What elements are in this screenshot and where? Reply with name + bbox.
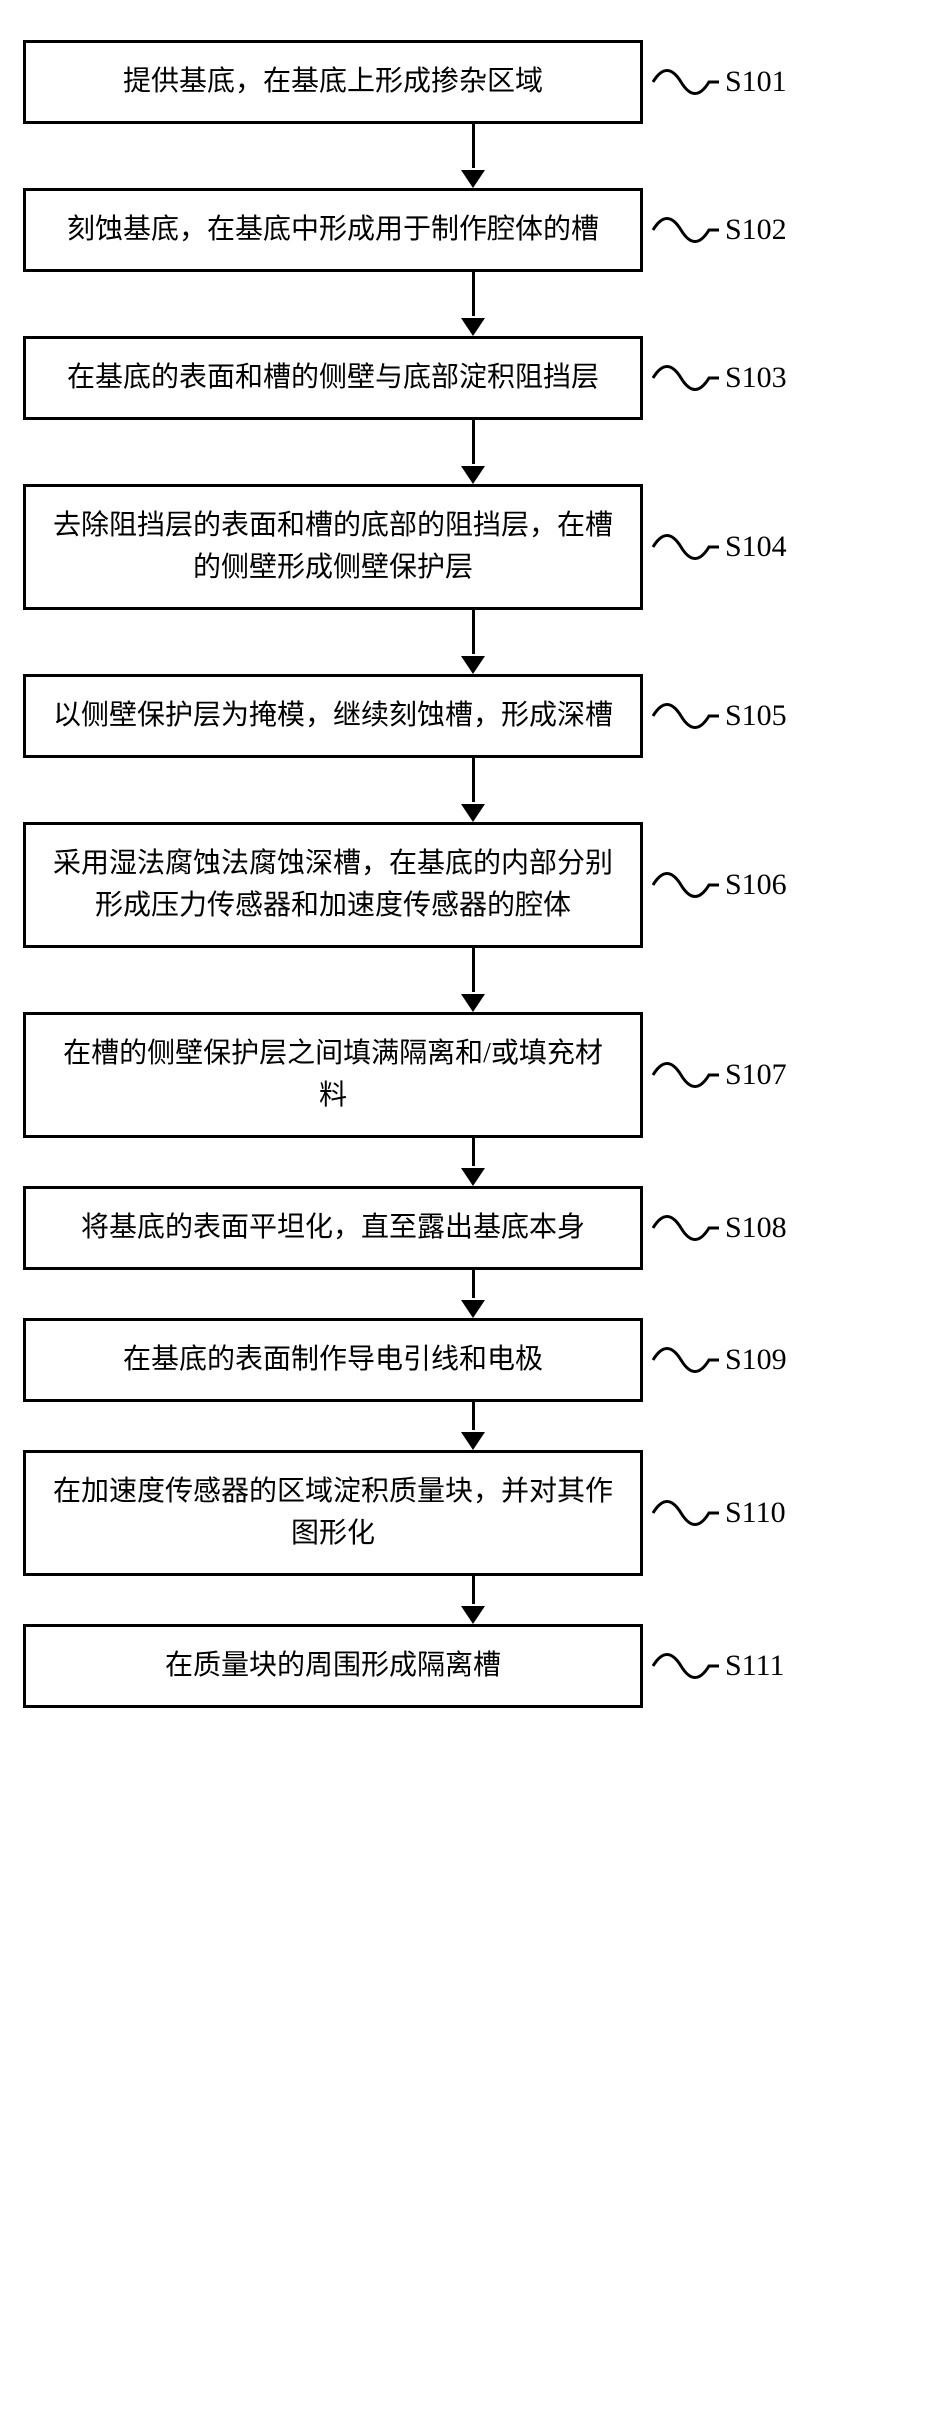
step-label-wrap: S106 [651,860,787,910]
connector-line [472,1402,475,1430]
arrow-down-icon [459,1604,487,1624]
flowchart-connector [163,610,783,674]
arrow-down-icon [459,464,487,484]
flowchart-connector [163,758,783,822]
step-label: S107 [725,1058,787,1092]
step-label-wrap: S104 [651,522,787,572]
flowchart-step-box: 在质量块的周围形成隔离槽 [23,1624,643,1708]
flowchart-connector [163,1402,783,1450]
arrow-down-icon [459,1298,487,1318]
step-label: S103 [725,361,787,395]
squiggle-connector-icon [651,205,721,255]
connector-line [472,1576,475,1604]
step-label-wrap: S110 [651,1488,786,1538]
flowchart-step-row: 在基底的表面制作导电引线和电极 S109 [23,1318,923,1402]
connector-line [472,124,475,168]
step-label: S110 [725,1496,786,1530]
arrow-down-icon [459,1166,487,1186]
flowchart-connector [163,420,783,484]
flowchart-step-box: 在加速度传感器的区域淀积质量块，并对其作图形化 [23,1450,643,1576]
squiggle-connector-icon [651,353,721,403]
flowchart-step-box: 在基底的表面和槽的侧壁与底部淀积阻挡层 [23,336,643,420]
connector-line [472,610,475,654]
step-label: S104 [725,530,787,564]
step-label-wrap: S108 [651,1203,787,1253]
step-label: S102 [725,213,787,247]
squiggle-connector-icon [651,1488,721,1538]
step-label: S101 [725,65,787,99]
flowchart-step-row: 提供基底，在基底上形成掺杂区域 S101 [23,40,923,124]
flowchart-step-box: 刻蚀基底，在基底中形成用于制作腔体的槽 [23,188,643,272]
flowchart-step-box: 采用湿法腐蚀法腐蚀深槽，在基底的内部分别形成压力传感器和加速度传感器的腔体 [23,822,643,948]
flowchart-step-box: 将基底的表面平坦化，直至露出基底本身 [23,1186,643,1270]
connector-line [472,272,475,316]
step-label-wrap: S107 [651,1050,787,1100]
step-label: S109 [725,1343,787,1377]
flowchart-step-box: 在基底的表面制作导电引线和电极 [23,1318,643,1402]
step-label: S105 [725,699,787,733]
flowchart-connector [163,948,783,1012]
flowchart-step-row: 在质量块的周围形成隔离槽 S111 [23,1624,923,1708]
arrow-down-icon [459,992,487,1012]
arrow-down-icon [459,654,487,674]
squiggle-connector-icon [651,1641,721,1691]
step-label: S108 [725,1211,787,1245]
flowchart-step-box: 以侧壁保护层为掩模，继续刻蚀槽，形成深槽 [23,674,643,758]
connector-line [472,1138,475,1166]
flowchart-step-row: 去除阻挡层的表面和槽的底部的阻挡层，在槽的侧壁形成侧壁保护层 S104 [23,484,923,610]
flowchart-connector [163,124,783,188]
arrow-down-icon [459,316,487,336]
step-label-wrap: S103 [651,353,787,403]
step-label: S106 [725,868,787,902]
flowchart-connector [163,1576,783,1624]
squiggle-connector-icon [651,57,721,107]
connector-line [472,758,475,802]
flowchart-step-box: 提供基底，在基底上形成掺杂区域 [23,40,643,124]
flowchart-step-box: 去除阻挡层的表面和槽的底部的阻挡层，在槽的侧壁形成侧壁保护层 [23,484,643,610]
squiggle-connector-icon [651,1335,721,1385]
connector-line [472,1270,475,1298]
flowchart-step-row: 刻蚀基底，在基底中形成用于制作腔体的槽 S102 [23,188,923,272]
step-label-wrap: S111 [651,1641,784,1691]
arrow-down-icon [459,802,487,822]
step-label-wrap: S109 [651,1335,787,1385]
squiggle-connector-icon [651,1203,721,1253]
flowchart-step-row: 采用湿法腐蚀法腐蚀深槽，在基底的内部分别形成压力传感器和加速度传感器的腔体 S10… [23,822,923,948]
flowchart-step-row: 将基底的表面平坦化，直至露出基底本身 S108 [23,1186,923,1270]
step-label-wrap: S101 [651,57,787,107]
squiggle-connector-icon [651,1050,721,1100]
flowchart-connector [163,1138,783,1186]
flowchart-step-row: 在加速度传感器的区域淀积质量块，并对其作图形化 S110 [23,1450,923,1576]
step-label-wrap: S102 [651,205,787,255]
arrow-down-icon [459,1430,487,1450]
flowchart-container: 提供基底，在基底上形成掺杂区域 S101 刻蚀基底，在基底中形成用于制作腔体的槽 S1… [23,40,923,1708]
flowchart-step-row: 以侧壁保护层为掩模，继续刻蚀槽，形成深槽 S105 [23,674,923,758]
squiggle-connector-icon [651,691,721,741]
step-label-wrap: S105 [651,691,787,741]
connector-line [472,420,475,464]
arrow-down-icon [459,168,487,188]
flowchart-step-row: 在槽的侧壁保护层之间填满隔离和/或填充材料 S107 [23,1012,923,1138]
flowchart-step-box: 在槽的侧壁保护层之间填满隔离和/或填充材料 [23,1012,643,1138]
connector-line [472,948,475,992]
flowchart-connector [163,1270,783,1318]
flowchart-connector [163,272,783,336]
step-label: S111 [725,1649,784,1683]
squiggle-connector-icon [651,522,721,572]
squiggle-connector-icon [651,860,721,910]
flowchart-step-row: 在基底的表面和槽的侧壁与底部淀积阻挡层 S103 [23,336,923,420]
